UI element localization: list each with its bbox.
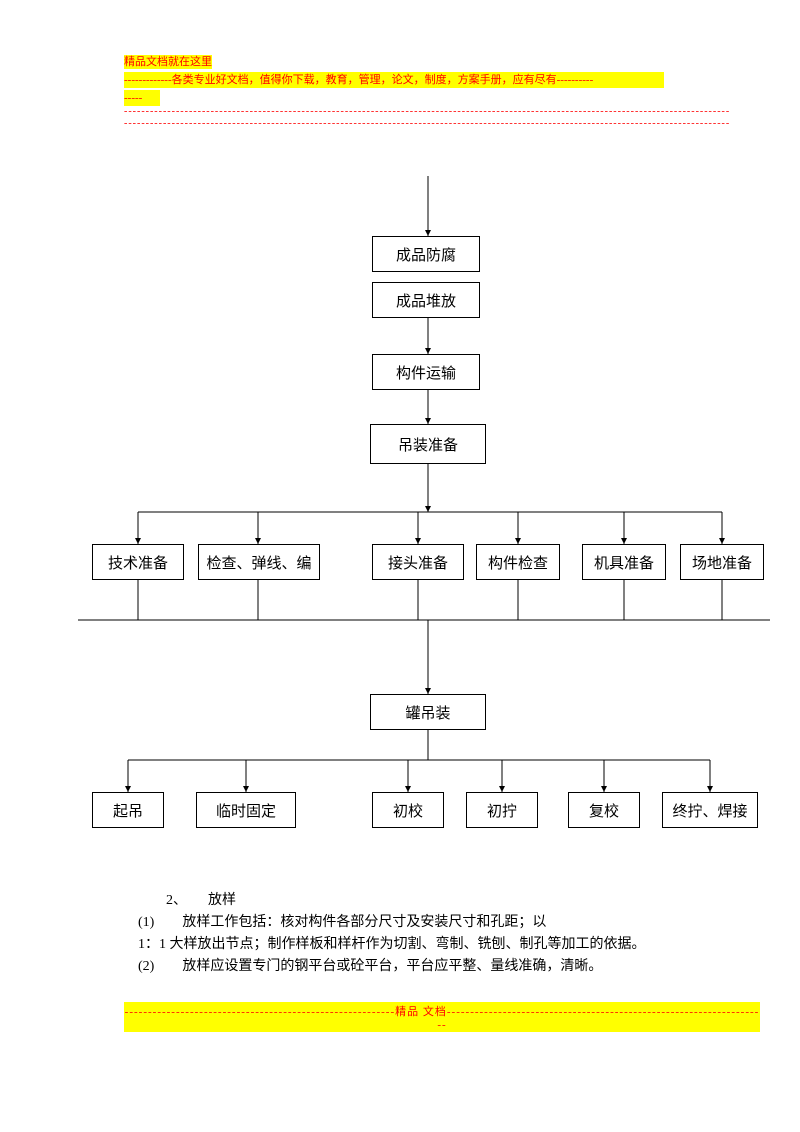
- flow-node-b3: 接头准备: [372, 544, 464, 580]
- body-text: 2、 放样 (1) 放样工作包括：核对构件各部分尺寸及安装尺寸和孔距；以 1：1…: [138, 890, 730, 978]
- page-header: 精品文档就在这里 -------------各类专业好文档，值得你下载，教育，管…: [124, 52, 780, 130]
- header-line1: 精品文档就在这里: [124, 55, 212, 69]
- body-p2: (1) 放样工作包括：核对构件各部分尺寸及安装尺寸和孔距；以: [138, 912, 730, 934]
- header-dashed: ----------------------------------------…: [124, 106, 780, 130]
- body-p1: 2、 放样: [138, 890, 730, 912]
- body-p3: 1：1 大样放出节点；制作样板和样杆作为切割、弯制、铣刨、制孔等加工的依据。: [138, 934, 730, 956]
- flow-node-b4: 构件检查: [476, 544, 560, 580]
- flow-node-n3: 构件运输: [372, 354, 480, 390]
- page-footer: ----------------------------------------…: [124, 1002, 760, 1032]
- flow-node-b1: 技术准备: [92, 544, 184, 580]
- flow-node-c0: 罐吊装: [370, 694, 486, 730]
- flow-node-b5: 机具准备: [582, 544, 666, 580]
- flow-node-b6: 场地准备: [680, 544, 764, 580]
- header-line2: -------------各类专业好文档，值得你下载，教育，管理，论文，制度，方…: [124, 72, 664, 88]
- flow-node-d1: 起吊: [92, 792, 164, 828]
- flow-node-d6: 终拧、焊接: [662, 792, 758, 828]
- flow-node-d2: 临时固定: [196, 792, 296, 828]
- flow-node-b2: 检查、弹线、编: [198, 544, 320, 580]
- flow-node-d5: 复校: [568, 792, 640, 828]
- footer-text: ----------------------------------------…: [124, 1002, 760, 1032]
- flow-node-d3: 初校: [372, 792, 444, 828]
- flow-node-n2: 成品堆放: [372, 282, 480, 318]
- flow-node-n1: 成品防腐: [372, 236, 480, 272]
- header-line2b: -----: [124, 90, 160, 106]
- flow-node-n4: 吊装准备: [370, 424, 486, 464]
- flow-node-d4: 初拧: [466, 792, 538, 828]
- page: 精品文档就在这里 -------------各类专业好文档，值得你下载，教育，管…: [0, 0, 800, 1132]
- body-p4: (2) 放样应设置专门的钢平台或砼平台，平台应平整、量线准确，清晰。: [138, 956, 730, 978]
